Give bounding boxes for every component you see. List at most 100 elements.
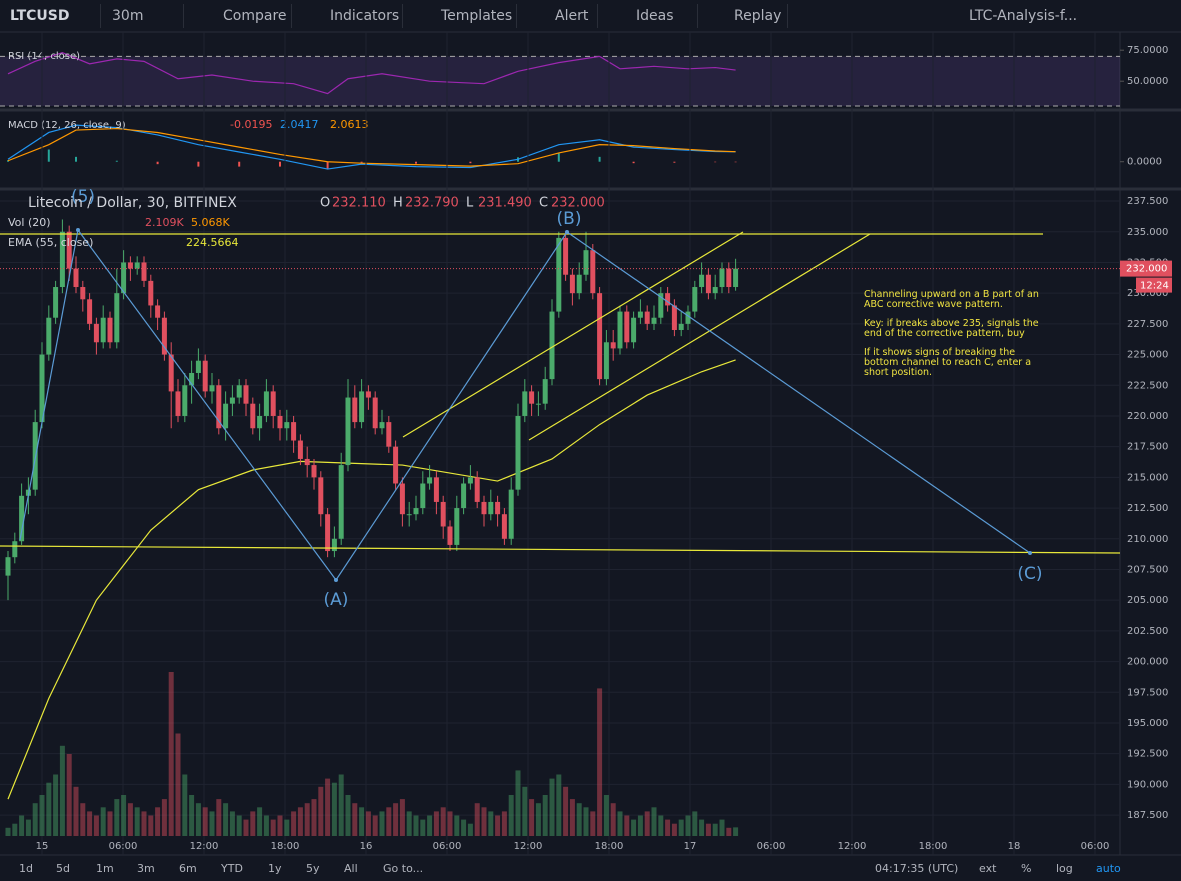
volume-bar xyxy=(556,774,562,836)
interval[interactable]: 30m xyxy=(112,8,144,24)
last-price-tag xyxy=(1120,260,1172,277)
candle-body xyxy=(501,514,507,539)
volume-bar xyxy=(427,815,433,836)
range-button[interactable]: All xyxy=(344,862,358,875)
range-button[interactable]: YTD xyxy=(221,862,243,875)
candle-body xyxy=(365,391,371,398)
candle-body xyxy=(529,391,535,404)
macd-histogram-bar xyxy=(734,161,737,163)
volume-bar xyxy=(148,815,154,836)
y-tick-label: 207.500 xyxy=(1127,564,1168,575)
y-tick-label: 230.000 xyxy=(1127,288,1168,299)
candle-body xyxy=(263,391,269,416)
macd-histogram-bar xyxy=(714,161,717,163)
volume-bar xyxy=(665,819,671,836)
volume-bar xyxy=(522,786,528,836)
layout-name[interactable]: LTC-Analysis-f... xyxy=(969,8,1078,24)
annotation-text: Channeling upward on a B part of an ABC … xyxy=(864,289,1039,310)
range-button[interactable]: 1d xyxy=(19,862,33,875)
volume-bar xyxy=(352,803,358,836)
candle-body xyxy=(250,403,256,429)
volume-bar xyxy=(651,807,657,836)
annotation-text: If it shows signs of breaking the bottom… xyxy=(864,347,1032,378)
macd-histogram-bar xyxy=(598,156,601,162)
candle-body xyxy=(114,293,120,343)
candle-body xyxy=(427,477,433,484)
x-tick-label: 06:00 xyxy=(1081,841,1110,852)
goto-button[interactable]: Go to... xyxy=(383,862,424,875)
log-toggle[interactable]: log xyxy=(1056,862,1073,875)
volume-bar xyxy=(481,807,487,836)
separator xyxy=(697,4,698,28)
symbol[interactable]: LTCUSD xyxy=(10,8,70,24)
volume-bar xyxy=(263,815,269,836)
candle-body xyxy=(549,311,555,380)
signal-line xyxy=(7,127,736,167)
support-line xyxy=(0,545,1121,554)
y-tick-label: 217.500 xyxy=(1127,442,1168,453)
volume-bar xyxy=(80,803,86,836)
candle-body xyxy=(277,415,283,429)
volume-bar xyxy=(270,819,276,836)
macd-histogram-bar xyxy=(197,161,200,167)
candle-body xyxy=(393,446,399,484)
candle-body xyxy=(189,372,195,386)
candle-body xyxy=(345,397,351,466)
ema-label: EMA (55, close) xyxy=(8,236,93,249)
candle-body xyxy=(318,477,324,515)
candle-body xyxy=(168,354,174,392)
ext-toggle[interactable]: ext xyxy=(979,862,997,875)
range-button[interactable]: 3m xyxy=(137,862,155,875)
indicators-button[interactable]: Indicators xyxy=(330,8,400,24)
volume-bar xyxy=(73,786,79,836)
y-tick-label: 202.500 xyxy=(1127,626,1168,637)
volume-bar xyxy=(726,827,732,836)
range-button[interactable]: 1y xyxy=(268,862,282,875)
range-button[interactable]: 6m xyxy=(179,862,197,875)
auto-toggle[interactable]: auto xyxy=(1096,862,1121,875)
candle-body xyxy=(590,250,596,294)
candle-body xyxy=(372,397,378,429)
range-button[interactable]: 1m xyxy=(96,862,114,875)
candle-body xyxy=(161,317,167,355)
candle-body xyxy=(93,323,99,343)
volume-bar xyxy=(406,811,412,836)
percent-toggle[interactable]: % xyxy=(1021,862,1032,875)
alert-button[interactable]: Alert xyxy=(555,8,589,24)
macd-line xyxy=(7,124,736,170)
volume-bar xyxy=(325,778,331,836)
volume-bar xyxy=(535,803,541,836)
volume-bar xyxy=(692,811,698,836)
replay-button[interactable]: Replay xyxy=(734,8,782,24)
range-button[interactable]: 5y xyxy=(306,862,320,875)
wave-line xyxy=(335,231,568,581)
x-tick-label: 15 xyxy=(36,841,49,852)
candle-body xyxy=(134,262,140,269)
volume-bar xyxy=(168,672,174,836)
candle-body xyxy=(202,360,208,392)
macd-histogram-bar xyxy=(632,161,635,164)
volume-bar xyxy=(318,786,324,836)
volume-bar xyxy=(25,819,31,836)
compare-button[interactable]: Compare xyxy=(223,8,287,24)
candle-body xyxy=(209,385,215,392)
wave-point xyxy=(565,230,569,234)
volume-bar xyxy=(155,807,161,836)
wave-line xyxy=(19,229,79,541)
ideas-button[interactable]: Ideas xyxy=(636,8,674,24)
volume-bar xyxy=(229,811,235,836)
candle-body xyxy=(637,311,643,318)
candle-body xyxy=(474,477,480,502)
candle-body xyxy=(631,317,637,343)
candle-body xyxy=(182,385,188,416)
ohlc-key: O xyxy=(320,196,330,211)
volume-label: Vol (20) xyxy=(8,216,51,229)
wave-point xyxy=(1028,551,1032,555)
y-tick-label: 227.500 xyxy=(1127,319,1168,330)
candle-body xyxy=(243,385,249,404)
range-button[interactable]: 5d xyxy=(56,862,70,875)
volume-bar xyxy=(338,774,344,836)
templates-button[interactable]: Templates xyxy=(441,8,513,24)
volume-bar xyxy=(195,803,201,836)
candle-body xyxy=(651,317,657,324)
